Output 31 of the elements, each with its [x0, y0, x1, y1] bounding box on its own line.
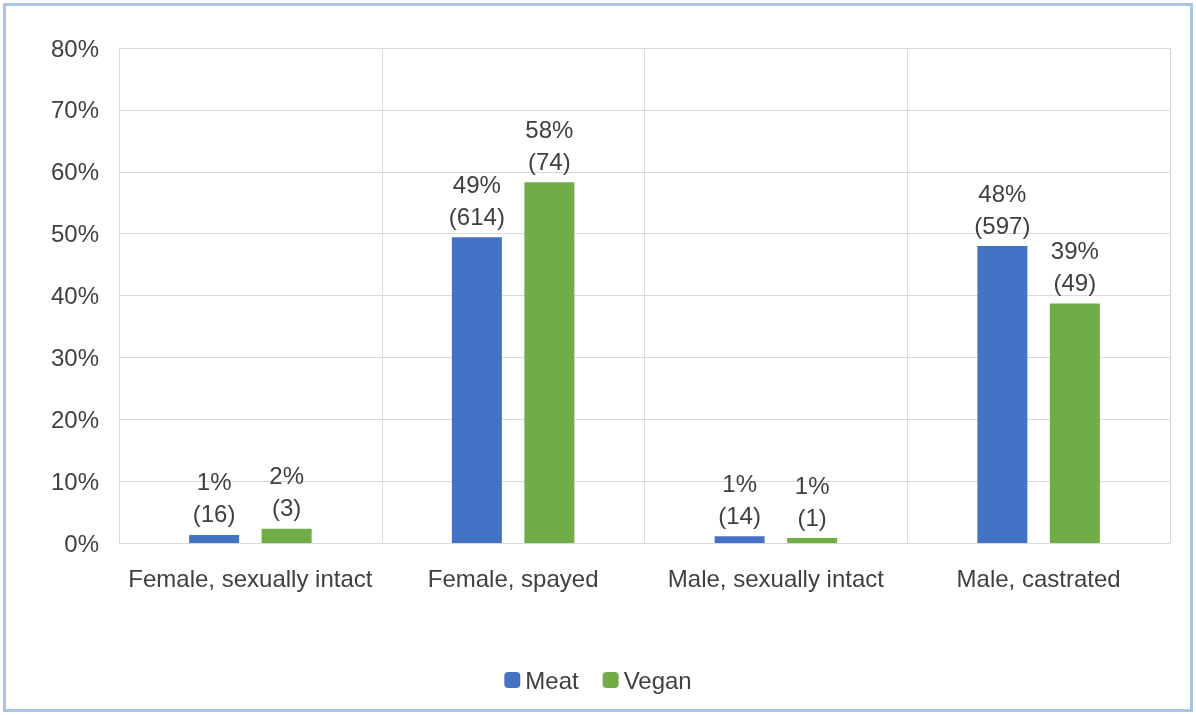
legend-label: Vegan — [623, 666, 692, 694]
y-tick-label: 30% — [50, 343, 99, 371]
data-label: 58% (74) — [525, 115, 574, 175]
bar — [261, 528, 312, 543]
bar — [977, 246, 1028, 543]
bar — [524, 182, 575, 543]
x-tick-label: Female, sexually intact — [128, 564, 373, 592]
y-tick-label: 0% — [64, 529, 99, 557]
y-tick-label: 70% — [50, 96, 99, 124]
data-label: 49% (614) — [448, 170, 505, 230]
y-tick-label: 20% — [50, 405, 99, 433]
x-tick-label: Male, sexually intact — [667, 564, 885, 592]
bar — [1049, 303, 1100, 543]
bar — [787, 538, 838, 543]
data-label: 1% (14) — [718, 469, 761, 529]
y-tick-label: 80% — [50, 34, 99, 62]
data-label: 48% (597) — [974, 179, 1031, 239]
bar — [189, 534, 240, 543]
bar — [714, 536, 765, 543]
x-tick-label: Female, spayed — [427, 564, 599, 592]
data-label: 39% (49) — [1050, 237, 1099, 297]
data-label: 2% (3) — [269, 462, 304, 522]
data-label: 1% (16) — [192, 468, 236, 528]
legend-label: Meat — [525, 666, 579, 694]
y-tick-label: 50% — [50, 220, 99, 248]
data-label: 1% (1) — [794, 471, 830, 531]
y-tick-label: 10% — [50, 467, 99, 495]
y-tick-label: 40% — [50, 282, 99, 309]
y-tick-label: 60% — [50, 158, 99, 186]
bar — [451, 237, 502, 543]
x-tick-label: Male, castrated — [956, 564, 1121, 592]
